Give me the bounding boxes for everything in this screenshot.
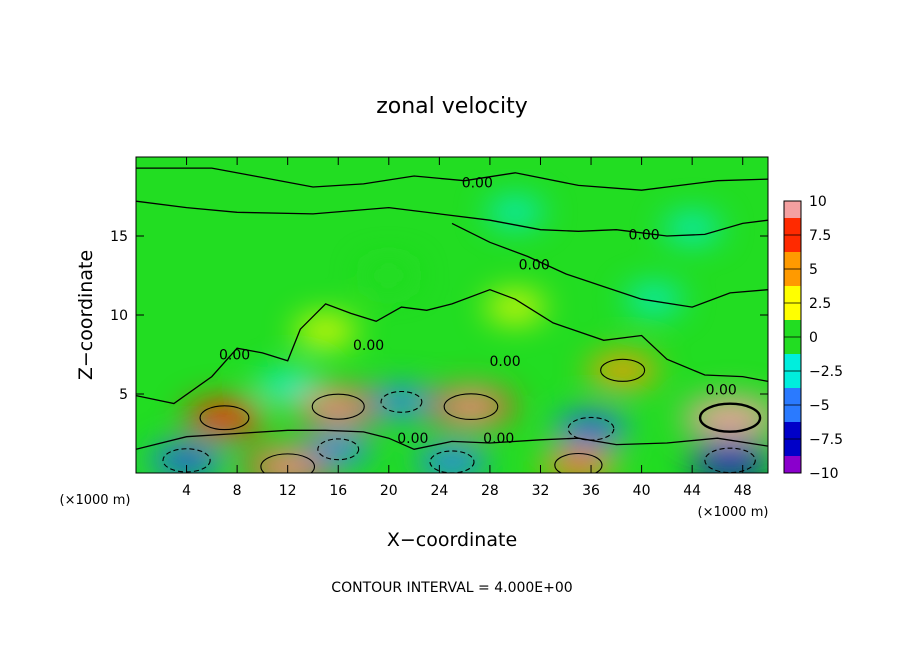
x-tick-label: 12 <box>279 483 297 499</box>
contour-line-zero <box>136 167 768 191</box>
field-feature-core <box>706 406 755 430</box>
contour-line-positive <box>554 452 603 473</box>
field-feature <box>294 316 357 346</box>
plot-area <box>136 157 768 473</box>
colorbar-segment <box>784 388 801 405</box>
colorbar-tick-label: 10 <box>809 194 827 210</box>
colorbar-segment <box>784 303 801 320</box>
colorbar-segment <box>784 439 801 456</box>
colorbar-segment <box>784 371 801 388</box>
contour-label: 0.00 <box>462 175 493 191</box>
colorbar-tick-label: 2.5 <box>809 296 831 312</box>
field-feature <box>367 386 436 418</box>
contour-label: 0.00 <box>219 348 250 364</box>
x-tick-label: 40 <box>633 483 651 499</box>
colorbar-segment <box>784 337 801 354</box>
contour-label: 0.00 <box>483 431 514 447</box>
contour-label: 0.00 <box>353 338 384 354</box>
contour-line-positive <box>443 393 499 420</box>
contour-line-positive <box>311 393 365 420</box>
contour-label: 0.00 <box>490 354 521 370</box>
contour-lines <box>136 167 768 473</box>
x-tick-label: 8 <box>233 483 242 499</box>
contour-line-zero <box>136 289 768 405</box>
field-feature-core <box>204 407 245 428</box>
contour-line-negative <box>380 390 423 413</box>
x-tick-label: 24 <box>430 483 448 499</box>
colorbar-segment <box>784 235 801 252</box>
contour-line-zero <box>136 200 768 237</box>
colorbar-segment <box>784 252 801 269</box>
x-tick-label: 36 <box>582 483 600 499</box>
field-feature <box>485 292 546 322</box>
chart-title: zonal velocity <box>376 94 528 119</box>
contour-line-positive <box>600 358 646 382</box>
colorbar-tick-label: −10 <box>809 466 839 482</box>
x-axis: 4 8 12 16 20 24 28 32 36 40 44 48 <box>182 157 752 499</box>
colorbar-tick-label: −7.5 <box>809 432 843 448</box>
colorbar-segment <box>784 422 801 439</box>
colorbar-segment <box>784 456 801 473</box>
colorbar-segment <box>784 218 801 235</box>
colorbar-segment <box>784 201 801 218</box>
x-tick-label: 32 <box>532 483 550 499</box>
contour-line-positive <box>698 402 762 433</box>
colorbar-tick-label: 7.5 <box>809 228 831 244</box>
field-feature-core <box>167 450 206 470</box>
field-feature-core <box>559 455 598 473</box>
field-feature-core <box>266 456 310 473</box>
y-axis: 5 10 15 <box>110 229 768 403</box>
colorbar-tick-label: 5 <box>809 262 818 278</box>
contour-line-positive <box>260 453 316 473</box>
y-tick-label: 5 <box>119 387 128 403</box>
contour-line-zero <box>136 429 768 450</box>
x-tick-label: 44 <box>683 483 701 499</box>
contour-line-negative <box>567 416 615 441</box>
field-feature <box>625 285 684 314</box>
colorbar-segment <box>784 269 801 286</box>
colorbar-tick-label: 0 <box>809 330 818 346</box>
contour-line-negative <box>704 447 756 473</box>
contour-line-zero <box>451 222 768 308</box>
x-tick-label: 48 <box>734 483 752 499</box>
y-axis-label: Z−coordinate <box>75 250 97 380</box>
colorbar-segment <box>784 354 801 371</box>
field-feature-core <box>434 452 470 472</box>
field-feature <box>486 198 544 227</box>
contour-line-positive <box>199 405 250 431</box>
contour-interval-note: CONTOUR INTERVAL = 4.000E+00 <box>331 580 572 596</box>
x-tick-label: 16 <box>329 483 347 499</box>
contour-line-negative <box>317 438 360 461</box>
contour-label: 0.00 <box>519 257 550 273</box>
field-feature-core <box>572 419 610 439</box>
contour-labels: 0.00 0.00 0.00 0.00 0.00 0.00 0.00 0.00 0.00 <box>219 175 737 447</box>
colorbar: 10 7.5 5 2.5 0 −2.5 −5 −7.5 −10 <box>783 194 843 482</box>
y-tick-label: 10 <box>110 308 128 324</box>
x-tick-label: 20 <box>380 483 398 499</box>
y-tick-label: 15 <box>110 229 128 245</box>
field-feature-core <box>709 450 751 471</box>
field-feature <box>304 433 372 465</box>
field-feature <box>362 262 416 289</box>
colorbar-segment <box>784 405 801 422</box>
colorbar-tick-label: −2.5 <box>809 364 843 380</box>
colorbar-segment <box>784 320 801 337</box>
contour-label: 0.00 <box>706 382 737 398</box>
field-feature <box>663 214 721 242</box>
field-feature-core <box>317 396 360 417</box>
x-tick-label: 28 <box>481 483 499 499</box>
colorbar-tick-label: −5 <box>809 398 830 414</box>
contour-label: 0.00 <box>397 431 428 447</box>
field-feature-core <box>604 361 641 380</box>
field-feature-core <box>449 396 493 418</box>
colorbar-segment <box>784 286 801 303</box>
x-axis-label: X−coordinate <box>387 529 517 551</box>
contour-label: 0.00 <box>629 227 660 243</box>
field-feature <box>255 370 321 402</box>
x-unit-left: (×1000 m) <box>60 493 131 508</box>
x-tick-label: 4 <box>182 483 191 499</box>
x-unit-right: (×1000 m) <box>698 505 769 520</box>
